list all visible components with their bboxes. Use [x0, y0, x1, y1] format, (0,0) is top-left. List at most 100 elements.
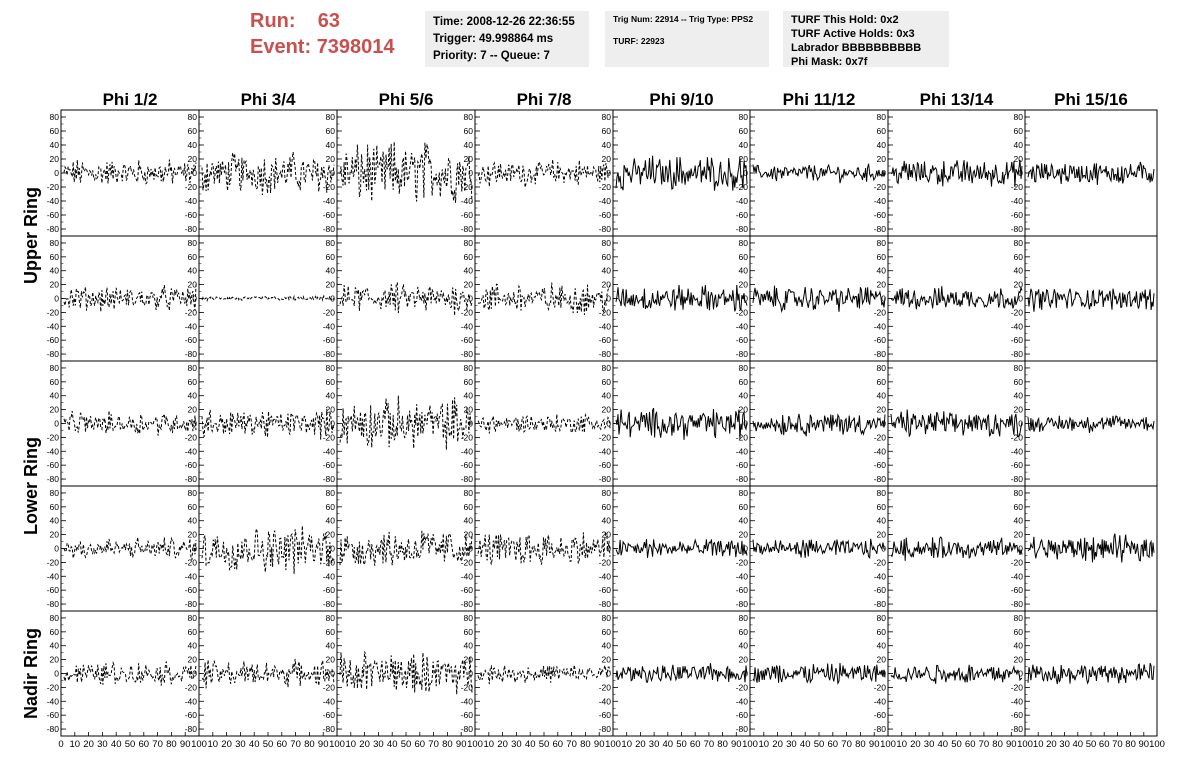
y-tick-label: -40 [599, 571, 612, 581]
y-tick-label: -40 [323, 446, 336, 456]
x-tick-label: 60 [139, 739, 150, 750]
y-tick-label: -80 [47, 599, 60, 609]
x-tick-label: 80 [717, 739, 728, 750]
x-tick-label: 20 [83, 739, 94, 750]
x-tick-label: 60 [415, 739, 426, 750]
y-tick-label: -60 [185, 585, 198, 595]
y-tick-label: 60 [188, 377, 198, 387]
y-tick-label: 80 [1014, 238, 1024, 248]
y-tick-label: 0 [468, 544, 473, 554]
y-tick-label: 20 [464, 530, 474, 540]
y-tick-label: -80 [1011, 474, 1024, 484]
y-tick-label: 60 [188, 252, 198, 262]
waveform-trace [63, 284, 197, 312]
y-tick-label: 80 [602, 112, 612, 122]
y-tick-label: 60 [50, 252, 60, 262]
y-tick-label: 80 [739, 613, 749, 623]
x-tick-label: 40 [938, 739, 949, 750]
y-tick-label: 40 [188, 391, 198, 401]
y-tick-label: 20 [1014, 405, 1024, 415]
x-tick-label: 30 [786, 739, 797, 750]
y-tick-label: -20 [185, 682, 198, 692]
y-tick-label: -60 [185, 210, 198, 220]
y-tick-label: 60 [877, 377, 887, 387]
y-tick-label: -40 [185, 696, 198, 706]
y-tick-label: -40 [599, 321, 612, 331]
y-tick-label: -80 [47, 474, 60, 484]
y-tick-label: -60 [736, 335, 749, 345]
x-tick-label: 80 [992, 739, 1003, 750]
x-tick-label: 70 [704, 739, 715, 750]
y-tick-label: 80 [739, 238, 749, 248]
y-tick-label: 0 [192, 669, 197, 679]
y-tick-label: 20 [50, 655, 60, 665]
y-tick-label: -80 [599, 474, 612, 484]
column-header: Phi 5/6 [379, 90, 434, 109]
turf-text: TURF: 22923 [613, 36, 665, 46]
y-tick-label: 40 [464, 516, 474, 526]
y-tick-label: 20 [188, 405, 198, 415]
y-tick-label: 80 [188, 363, 198, 373]
waveform-trace [615, 284, 748, 312]
y-tick-label: -60 [599, 335, 612, 345]
y-tick-label: 0 [1018, 419, 1023, 429]
y-tick-label: 60 [877, 126, 887, 136]
y-tick-label: 40 [602, 391, 612, 401]
x-tick-label: 80 [1125, 739, 1136, 750]
y-tick-label: -80 [736, 474, 749, 484]
waveform-trace [890, 536, 1023, 561]
y-tick-label: -80 [461, 474, 474, 484]
waveform-trace [63, 536, 197, 561]
x-tick-label: 60 [965, 739, 976, 750]
y-tick-label: 0 [881, 669, 886, 679]
y-tick-label: -20 [461, 182, 474, 192]
y-tick-label: -80 [736, 224, 749, 234]
y-tick-label: -20 [323, 182, 336, 192]
y-tick-label: -60 [323, 585, 336, 595]
x-tick-label: 90 [594, 739, 605, 750]
row-label: Lower Ring [21, 437, 41, 535]
y-tick-label: 80 [50, 363, 60, 373]
y-tick-label: 0 [330, 294, 335, 304]
y-tick-label: 0 [743, 419, 748, 429]
y-tick-label: -40 [736, 321, 749, 331]
y-tick-label: -40 [736, 571, 749, 581]
y-tick-label: 60 [188, 126, 198, 136]
y-tick-label: 40 [739, 641, 749, 651]
y-tick-label: 20 [50, 280, 60, 290]
y-tick-label: 0 [881, 419, 886, 429]
y-tick-label: -80 [874, 224, 887, 234]
y-tick-label: 0 [54, 419, 59, 429]
x-tick-label: 80 [855, 739, 866, 750]
x-tick-label: 20 [910, 739, 921, 750]
run-row: Run: 63 [250, 8, 395, 34]
y-tick-label: 20 [1014, 280, 1024, 290]
y-tick-label: 60 [739, 502, 749, 512]
x-tick-label: 100 [1149, 739, 1165, 750]
y-tick-label: -20 [461, 682, 474, 692]
y-tick-label: -60 [461, 710, 474, 720]
y-tick-label: 80 [1014, 613, 1024, 623]
x-tick-label: 10 [346, 739, 357, 750]
x-tick-label: 30 [235, 739, 246, 750]
y-tick-label: -60 [1011, 585, 1024, 595]
y-tick-label: -60 [323, 460, 336, 470]
y-tick-label: 60 [602, 377, 612, 387]
y-tick-label: 0 [54, 294, 59, 304]
y-tick-label: 60 [188, 627, 198, 637]
y-tick-label: 80 [464, 613, 474, 623]
y-tick-label: 0 [743, 544, 748, 554]
y-tick-label: 40 [739, 140, 749, 150]
y-tick-label: -60 [736, 585, 749, 595]
y-tick-label: 60 [739, 252, 749, 262]
y-tick-label: -60 [461, 335, 474, 345]
x-tick-label: 60 [828, 739, 839, 750]
y-tick-label: -80 [1011, 599, 1024, 609]
y-tick-label: -80 [323, 349, 336, 359]
y-tick-label: -40 [461, 446, 474, 456]
y-tick-label: -80 [461, 224, 474, 234]
column-header: Phi 7/8 [517, 90, 572, 109]
waveform-trace [201, 525, 335, 574]
waveform-grid: Phi 1/2 Phi 3/4 Phi 5/6 Phi 7/8 Phi 9/10 Phi … [21, 90, 1165, 750]
y-tick-label: -80 [323, 474, 336, 484]
